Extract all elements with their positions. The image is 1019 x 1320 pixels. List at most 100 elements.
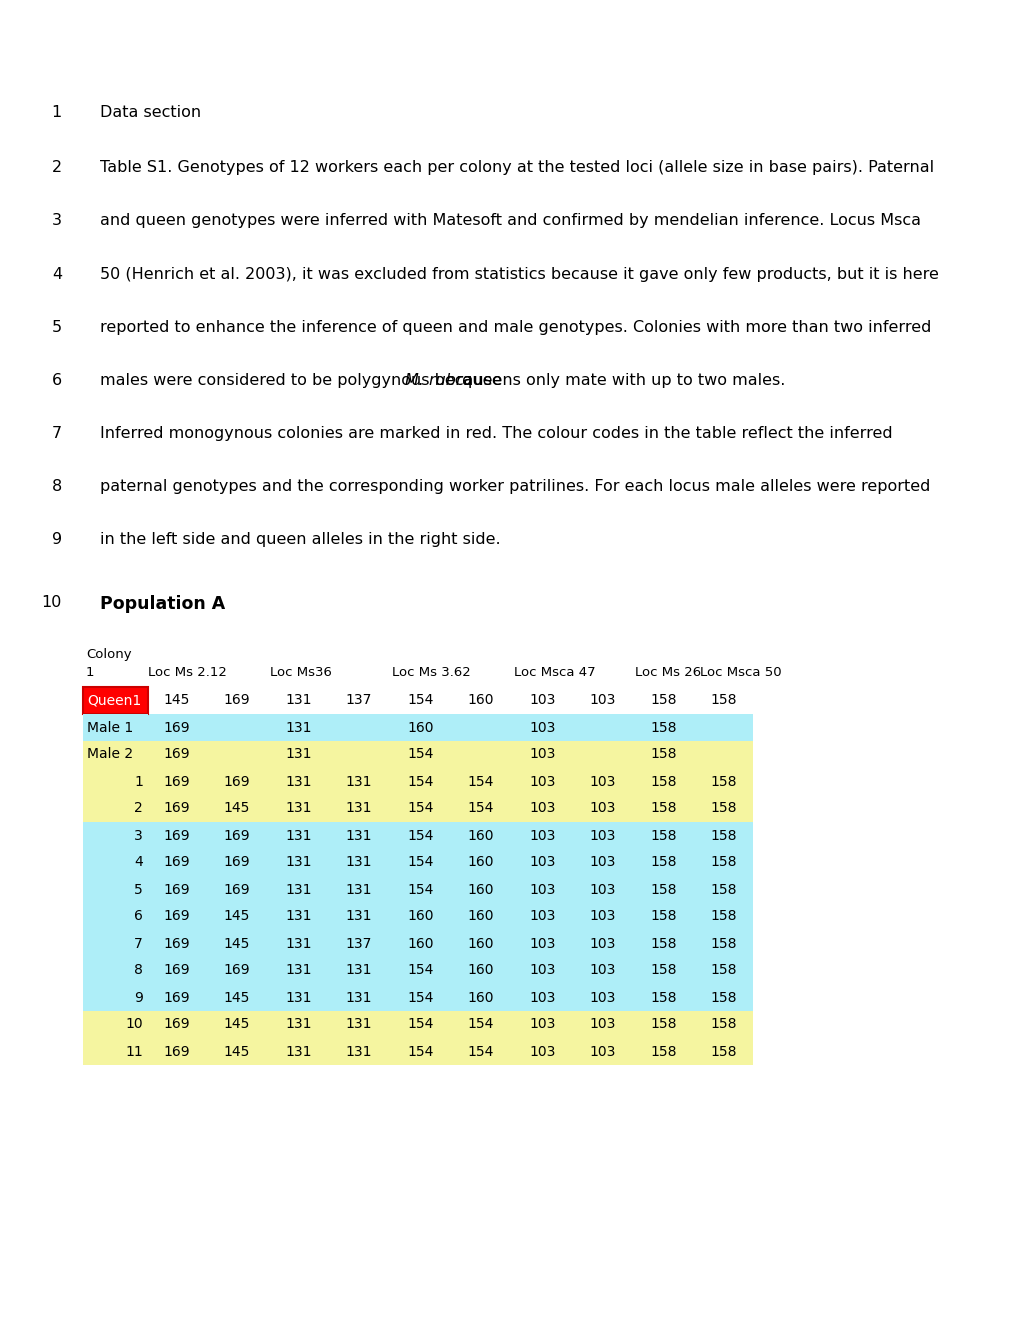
Bar xyxy=(83,983,148,1011)
Text: 2: 2 xyxy=(52,160,62,176)
Text: Loc Ms36: Loc Ms36 xyxy=(270,667,331,678)
Text: 103: 103 xyxy=(529,1044,555,1059)
Bar xyxy=(83,849,148,876)
Text: 154: 154 xyxy=(408,964,434,978)
Text: 158: 158 xyxy=(710,964,737,978)
Bar xyxy=(83,768,148,795)
Text: 103: 103 xyxy=(589,775,615,788)
Text: Loc Msca 47: Loc Msca 47 xyxy=(514,667,595,678)
Bar xyxy=(83,768,752,795)
Text: Table S1. Genotypes of 12 workers each per colony at the tested loci (allele siz: Table S1. Genotypes of 12 workers each p… xyxy=(100,160,933,176)
Text: 131: 131 xyxy=(285,721,312,734)
Text: 131: 131 xyxy=(345,990,372,1005)
Text: 103: 103 xyxy=(529,990,555,1005)
Text: 169: 169 xyxy=(163,1044,191,1059)
Text: 169: 169 xyxy=(163,775,191,788)
Text: 158: 158 xyxy=(710,1018,737,1031)
Text: 154: 154 xyxy=(408,1044,434,1059)
Text: 131: 131 xyxy=(285,1018,312,1031)
Text: 160: 160 xyxy=(468,990,494,1005)
Text: 4: 4 xyxy=(135,855,143,870)
Text: Loc Ms 26: Loc Ms 26 xyxy=(635,667,700,678)
Bar xyxy=(83,686,148,714)
Text: 169: 169 xyxy=(163,936,191,950)
Bar xyxy=(83,822,752,849)
Text: 169: 169 xyxy=(163,801,191,816)
Text: 158: 158 xyxy=(650,990,677,1005)
Text: 158: 158 xyxy=(710,936,737,950)
Text: 169: 169 xyxy=(163,721,191,734)
Text: 158: 158 xyxy=(710,775,737,788)
Bar xyxy=(83,1011,752,1038)
Text: 145: 145 xyxy=(223,936,250,950)
Bar xyxy=(83,714,148,741)
Text: 154: 154 xyxy=(468,775,493,788)
Text: Queen1: Queen1 xyxy=(87,693,141,708)
Text: 158: 158 xyxy=(650,693,677,708)
Text: 160: 160 xyxy=(468,855,494,870)
Text: 158: 158 xyxy=(650,801,677,816)
Bar xyxy=(83,931,148,957)
Text: 154: 154 xyxy=(408,747,434,762)
Text: 160: 160 xyxy=(468,883,494,896)
Text: 103: 103 xyxy=(529,909,555,924)
Text: 160: 160 xyxy=(468,936,494,950)
Text: 103: 103 xyxy=(589,964,615,978)
Bar xyxy=(83,903,752,931)
Text: 10: 10 xyxy=(42,595,62,610)
Text: 131: 131 xyxy=(285,801,312,816)
Text: 169: 169 xyxy=(223,883,250,896)
Bar xyxy=(83,957,148,983)
Text: 103: 103 xyxy=(529,883,555,896)
Text: 158: 158 xyxy=(650,747,677,762)
Text: 131: 131 xyxy=(285,990,312,1005)
Text: 154: 154 xyxy=(408,801,434,816)
Text: 5: 5 xyxy=(52,319,62,335)
Text: and queen genotypes were inferred with Matesoft and confirmed by mendelian infer: and queen genotypes were inferred with M… xyxy=(100,213,920,228)
Text: 160: 160 xyxy=(468,909,494,924)
Text: 158: 158 xyxy=(650,964,677,978)
Text: 8: 8 xyxy=(133,964,143,978)
Text: 9: 9 xyxy=(133,990,143,1005)
Text: 169: 169 xyxy=(163,990,191,1005)
Text: 145: 145 xyxy=(223,1018,250,1031)
Text: Data section: Data section xyxy=(100,106,201,120)
Text: 10: 10 xyxy=(125,1018,143,1031)
Text: 103: 103 xyxy=(589,990,615,1005)
Text: 158: 158 xyxy=(710,990,737,1005)
Text: 154: 154 xyxy=(408,693,434,708)
Text: Loc Ms 3.62: Loc Ms 3.62 xyxy=(391,667,471,678)
Text: 103: 103 xyxy=(529,747,555,762)
Text: 103: 103 xyxy=(529,801,555,816)
Text: 137: 137 xyxy=(345,936,372,950)
Text: 158: 158 xyxy=(650,936,677,950)
Text: 158: 158 xyxy=(650,883,677,896)
Bar xyxy=(83,686,752,714)
Text: 169: 169 xyxy=(163,964,191,978)
Text: 158: 158 xyxy=(710,855,737,870)
Text: 131: 131 xyxy=(345,1044,372,1059)
Text: 1: 1 xyxy=(52,106,62,120)
Bar xyxy=(83,931,752,957)
Text: 131: 131 xyxy=(345,855,372,870)
Text: 11: 11 xyxy=(125,1044,143,1059)
Text: 103: 103 xyxy=(529,775,555,788)
Text: 103: 103 xyxy=(529,855,555,870)
Text: 158: 158 xyxy=(710,693,737,708)
Text: 2: 2 xyxy=(135,801,143,816)
Text: 6: 6 xyxy=(52,374,62,388)
Text: Colony: Colony xyxy=(86,648,131,661)
Bar xyxy=(83,1038,752,1065)
Text: Male 2: Male 2 xyxy=(87,747,133,762)
Text: 169: 169 xyxy=(163,883,191,896)
Text: 103: 103 xyxy=(589,801,615,816)
Text: 131: 131 xyxy=(285,775,312,788)
Text: 145: 145 xyxy=(223,1044,250,1059)
Text: reported to enhance the inference of queen and male genotypes. Colonies with mor: reported to enhance the inference of que… xyxy=(100,319,930,335)
Bar xyxy=(83,1038,148,1065)
Text: 158: 158 xyxy=(650,775,677,788)
Text: paternal genotypes and the corresponding worker patrilines. For each locus male : paternal genotypes and the corresponding… xyxy=(100,479,929,494)
Text: 154: 154 xyxy=(408,855,434,870)
Text: 145: 145 xyxy=(223,990,250,1005)
Text: 158: 158 xyxy=(710,1044,737,1059)
